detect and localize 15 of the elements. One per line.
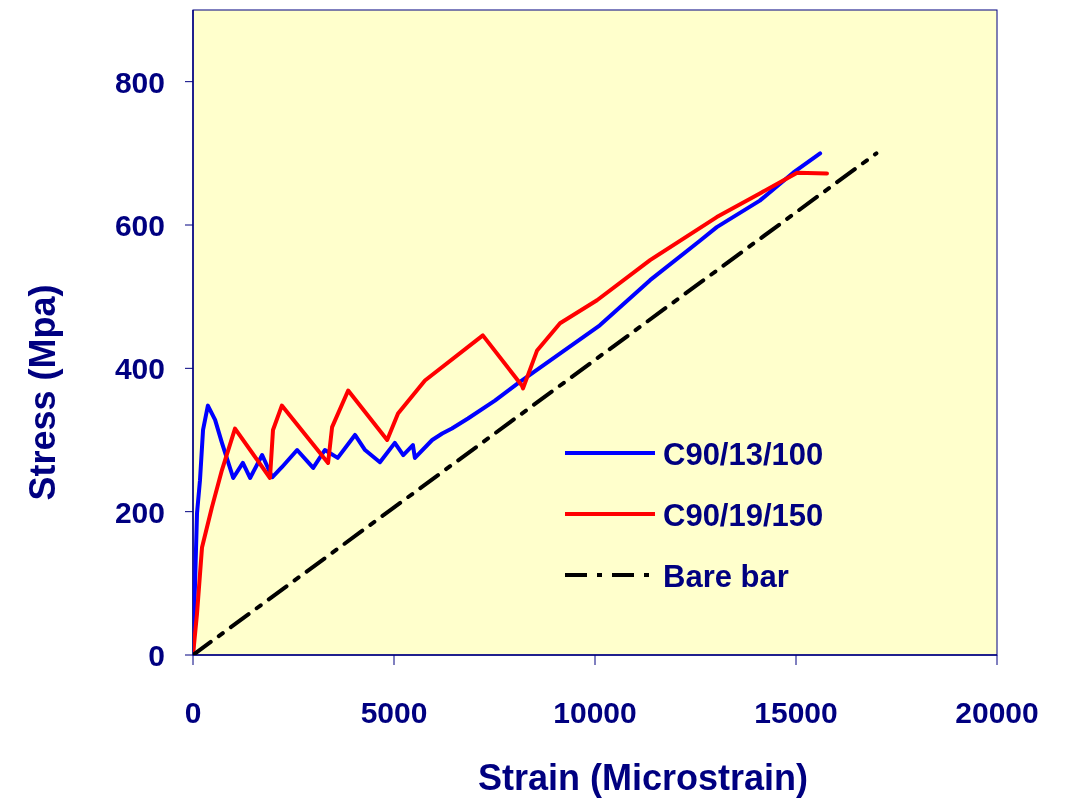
legend-label: C90/19/150 xyxy=(663,498,824,533)
y-tick-label: 800 xyxy=(114,65,165,99)
legend-label: Bare bar xyxy=(663,559,789,594)
legend-label: C90/13/100 xyxy=(663,437,824,472)
x-tick-label: 0 xyxy=(184,696,202,729)
x-tick-label: 10000 xyxy=(553,696,637,729)
y-tick-label: 0 xyxy=(148,639,165,672)
x-axis-title: Strain (Microstrain) xyxy=(477,757,809,798)
x-tick-label: 5000 xyxy=(360,696,428,729)
y-axis-title: Stress (Mpa) xyxy=(22,284,63,501)
y-tick-label: 200 xyxy=(114,495,165,529)
x-tick-label: 20000 xyxy=(955,696,1039,729)
y-tick-label: 600 xyxy=(114,209,165,242)
x-tick-label: 15000 xyxy=(754,696,838,729)
y-tick-label: 400 xyxy=(114,352,165,386)
